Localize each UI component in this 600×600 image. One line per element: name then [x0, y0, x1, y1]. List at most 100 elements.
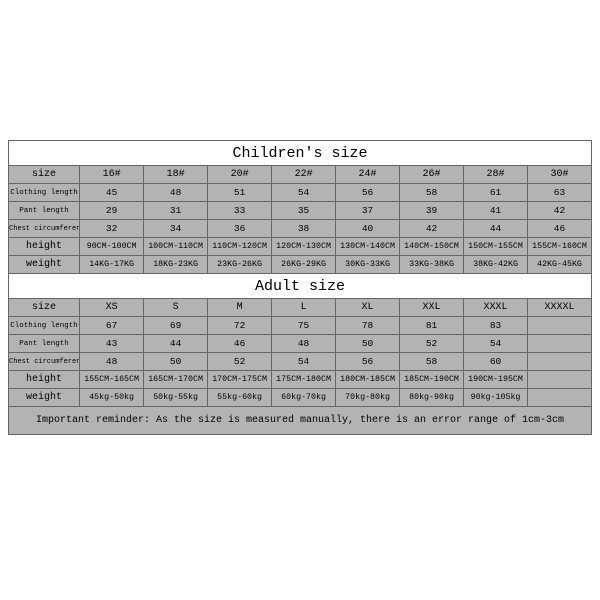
table-cell: 42 — [400, 220, 464, 238]
table-cell — [528, 353, 592, 371]
table-cell: 34 — [144, 220, 208, 238]
table-cell: 61 — [464, 184, 528, 202]
table-cell: 30# — [528, 166, 592, 184]
table-cell: 155CM-165CM — [80, 371, 144, 389]
children-label-weight: weight — [9, 256, 80, 274]
table-cell: 28# — [464, 166, 528, 184]
table-cell: 54 — [464, 335, 528, 353]
table-cell: 18KG-23KG — [144, 256, 208, 274]
table-cell: 33 — [208, 202, 272, 220]
table-cell: 26KG-29KG — [272, 256, 336, 274]
table-cell: 90CM-100CM — [80, 238, 144, 256]
adult-label-clothing: Clothing length — [9, 317, 80, 335]
table-cell: S — [144, 299, 208, 317]
table-cell: 50kg-55kg — [144, 389, 208, 407]
table-cell: 48 — [272, 335, 336, 353]
table-cell: 50 — [144, 353, 208, 371]
table-cell: XXXXL — [528, 299, 592, 317]
table-cell: 35 — [272, 202, 336, 220]
table-cell: 18# — [144, 166, 208, 184]
table-cell: 23KG-26KG — [208, 256, 272, 274]
table-cell: 130CM-140CM — [336, 238, 400, 256]
table-cell: 170CM-175CM — [208, 371, 272, 389]
table-cell: 29 — [80, 202, 144, 220]
table-cell: 45 — [80, 184, 144, 202]
table-cell: 32 — [80, 220, 144, 238]
table-cell: L — [272, 299, 336, 317]
table-cell: 48 — [80, 353, 144, 371]
table-cell: 56 — [336, 184, 400, 202]
adult-label-chest: Chest circumference 1/2 — [9, 353, 80, 371]
table-cell: 43 — [80, 335, 144, 353]
important-reminder: Important reminder: As the size is measu… — [8, 407, 592, 435]
table-cell: 38 — [272, 220, 336, 238]
table-cell: 54 — [272, 353, 336, 371]
table-cell: XL — [336, 299, 400, 317]
adult-label-weight: weight — [9, 389, 80, 407]
adult-label-pant: Pant length — [9, 335, 80, 353]
table-cell: 190CM-195CM — [464, 371, 528, 389]
table-cell: 60 — [464, 353, 528, 371]
adult-title: Adult size — [8, 274, 592, 298]
table-cell: 54 — [272, 184, 336, 202]
table-cell: 63 — [528, 184, 592, 202]
table-cell: 56 — [336, 353, 400, 371]
table-cell: 44 — [144, 335, 208, 353]
table-cell: 140CM-150CM — [400, 238, 464, 256]
adult-size-table: size XS S M L XL XXL XXXL XXXXL Clothing… — [8, 298, 592, 407]
table-cell: 45kg-50kg — [80, 389, 144, 407]
table-cell: XXXL — [464, 299, 528, 317]
table-cell: 46 — [528, 220, 592, 238]
table-cell: 185CM-190CM — [400, 371, 464, 389]
table-cell: 30KG-33KG — [336, 256, 400, 274]
table-cell: 36 — [208, 220, 272, 238]
table-cell: 155CM-160CM — [528, 238, 592, 256]
table-cell: 175CM-180CM — [272, 371, 336, 389]
table-cell: 39 — [400, 202, 464, 220]
table-cell — [528, 371, 592, 389]
table-cell: 72 — [208, 317, 272, 335]
table-cell: 55kg-60kg — [208, 389, 272, 407]
table-cell: 83 — [464, 317, 528, 335]
table-cell: 42 — [528, 202, 592, 220]
table-cell — [528, 317, 592, 335]
table-cell: 81 — [400, 317, 464, 335]
table-cell: 41 — [464, 202, 528, 220]
table-cell — [528, 335, 592, 353]
table-cell: 50 — [336, 335, 400, 353]
table-cell: 60kg-70kg — [272, 389, 336, 407]
table-cell: M — [208, 299, 272, 317]
table-cell — [528, 389, 592, 407]
table-cell: 48 — [144, 184, 208, 202]
children-label-height: height — [9, 238, 80, 256]
table-cell: 165CM-170CM — [144, 371, 208, 389]
table-cell: 52 — [400, 335, 464, 353]
children-label-chest: Chest circumference 1/2 — [9, 220, 80, 238]
table-cell: 22# — [272, 166, 336, 184]
table-cell: 150CM-155CM — [464, 238, 528, 256]
table-cell: 100CM-110CM — [144, 238, 208, 256]
table-cell: 51 — [208, 184, 272, 202]
table-cell: 78 — [336, 317, 400, 335]
table-cell: 67 — [80, 317, 144, 335]
children-label-size: size — [9, 166, 80, 184]
table-cell: 90kg-105kg — [464, 389, 528, 407]
table-cell: 58 — [400, 184, 464, 202]
table-cell: 24# — [336, 166, 400, 184]
table-cell: 20# — [208, 166, 272, 184]
table-cell: 110CM-120CM — [208, 238, 272, 256]
children-label-clothing: Clothing length — [9, 184, 80, 202]
adult-label-height: height — [9, 371, 80, 389]
table-cell: 120CM-130CM — [272, 238, 336, 256]
table-cell: 37 — [336, 202, 400, 220]
table-cell: 58 — [400, 353, 464, 371]
children-label-pant: Pant length — [9, 202, 80, 220]
table-cell: 26# — [400, 166, 464, 184]
table-cell: 44 — [464, 220, 528, 238]
children-title: Children's size — [8, 140, 592, 165]
table-cell: 38KG-42KG — [464, 256, 528, 274]
table-cell: XS — [80, 299, 144, 317]
table-cell: 70kg-80kg — [336, 389, 400, 407]
table-cell: 69 — [144, 317, 208, 335]
table-cell: 80kg-90kg — [400, 389, 464, 407]
